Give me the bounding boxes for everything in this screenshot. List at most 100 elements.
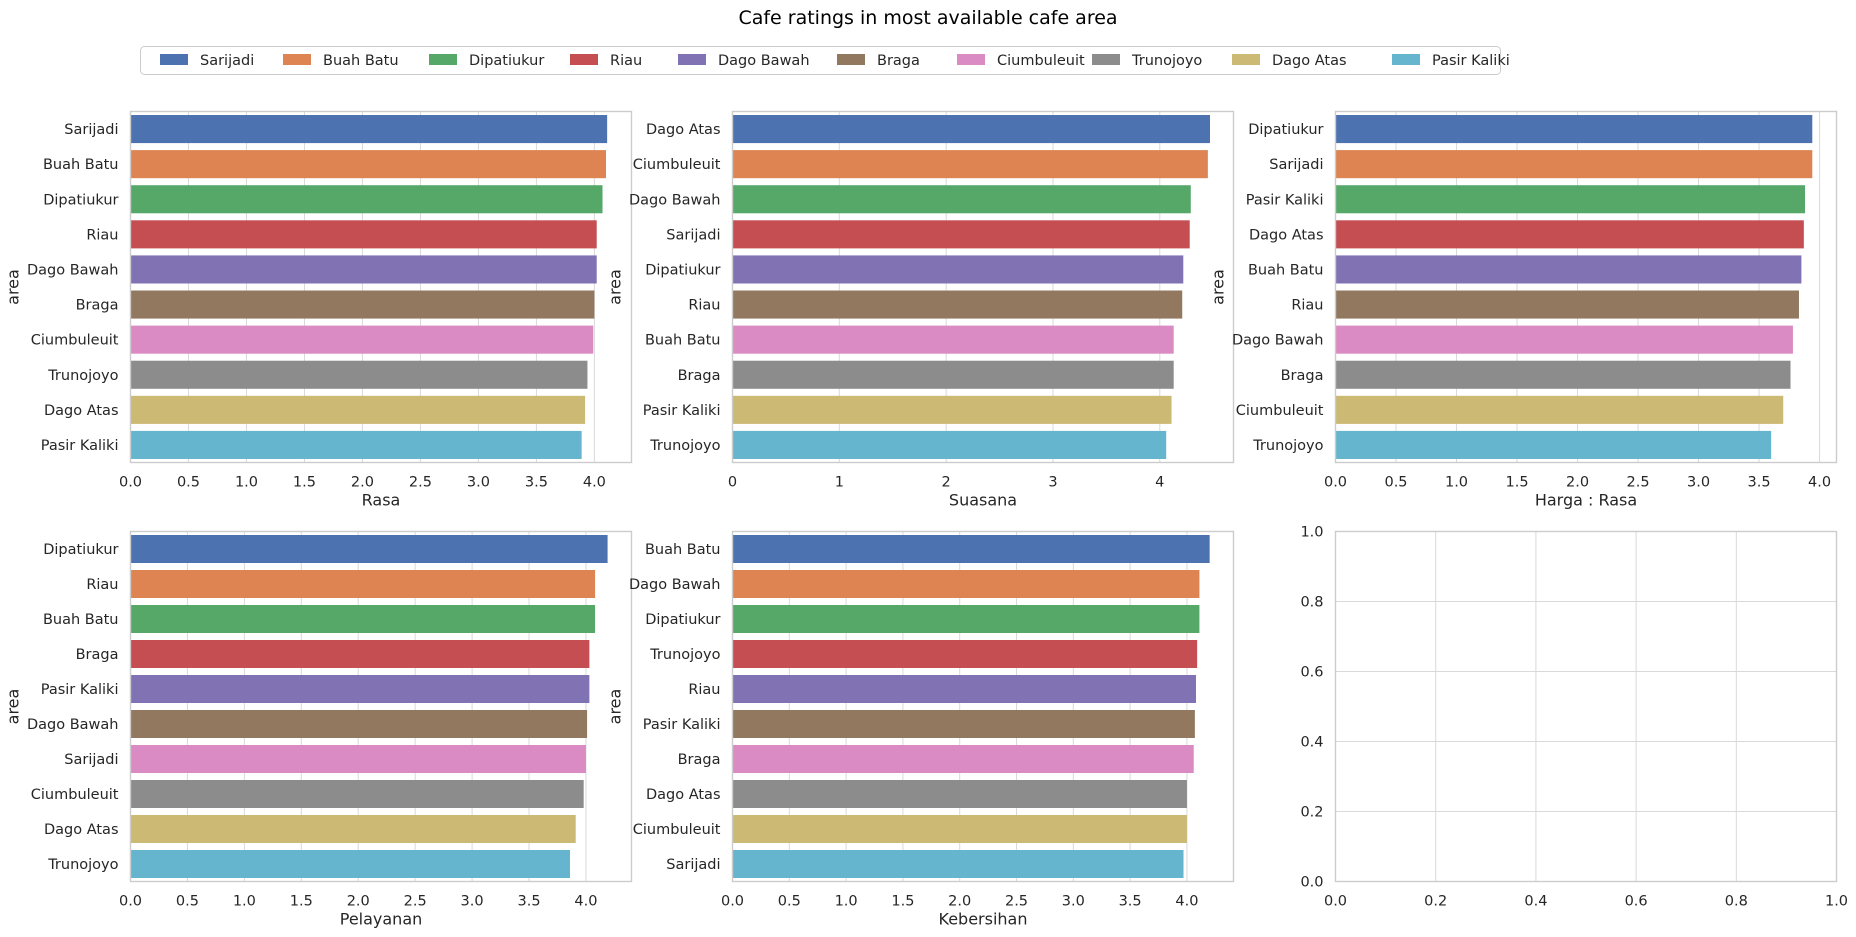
x-tick-label: 4.0 xyxy=(1808,475,1831,491)
x-tick-label: 0.0 xyxy=(1324,475,1347,491)
bar xyxy=(130,150,606,179)
bar xyxy=(130,535,608,563)
y-tick-label: Braga xyxy=(678,752,721,768)
x-tick-label: 3.5 xyxy=(1748,475,1771,491)
y-tick-label: Trunojoyo xyxy=(649,438,720,454)
y-tick-label: Pasir Kaliki xyxy=(41,438,119,454)
x-tick-label: 1.0 xyxy=(835,894,858,910)
y-axis-label: area xyxy=(4,269,23,305)
figure-title: Cafe ratings in most available cafe area xyxy=(738,7,1117,29)
x-tick-label: 0.5 xyxy=(176,894,199,910)
legend-swatch xyxy=(678,54,706,65)
x-tick-label: 0.0 xyxy=(119,475,142,491)
y-tick-label: Riau xyxy=(86,577,118,593)
legend-label: Trunojoyo xyxy=(1131,53,1202,69)
y-tick-label: Dipatiukur xyxy=(43,192,118,208)
x-tick-label: 0.4 xyxy=(1524,894,1547,910)
bar xyxy=(732,150,1208,179)
legend-entry: Buah Batu xyxy=(283,53,399,69)
legend-swatch xyxy=(570,54,598,65)
bar xyxy=(732,745,1194,773)
subplot-4: 0.0 0.5 1.0 1.5 2.0 2.5 3.0 3.5 4.0 Dipatiukur Ria… xyxy=(4,530,633,929)
y-tick-label: Braga xyxy=(76,647,119,663)
axes-frame xyxy=(1334,110,1838,464)
legend-swatch xyxy=(160,54,188,65)
y-tick-label: Buah Batu xyxy=(43,157,119,173)
x-tick-label: 3.5 xyxy=(1119,894,1142,910)
y-tick-label: Buah Batu xyxy=(1248,262,1324,278)
y-tick-label: 0.4 xyxy=(1300,735,1323,751)
x-tick-label: 0.0 xyxy=(721,894,744,910)
y-tick-label: Ciumbuleuit xyxy=(1236,403,1324,419)
x-tick-label: 3.0 xyxy=(467,475,490,491)
bar xyxy=(130,605,596,633)
y-tick-label: Dago Atas xyxy=(44,403,119,419)
y-tick-label: Dago Bawah xyxy=(27,717,119,733)
bar xyxy=(732,220,1190,249)
bar xyxy=(1335,185,1806,214)
y-tick-label: Pasir Kaliki xyxy=(643,717,721,733)
bar xyxy=(130,325,594,354)
legend-swatch xyxy=(283,54,311,65)
x-axis-label: Pelayanan xyxy=(340,910,423,929)
bar xyxy=(732,675,1197,703)
y-tick-label: Dipatiukur xyxy=(645,262,720,278)
bar xyxy=(130,780,584,808)
x-tick-label: 0.0 xyxy=(119,894,142,910)
x-tick-label: 2.0 xyxy=(1566,475,1589,491)
y-tick-label: Buah Batu xyxy=(645,542,721,558)
y-tick-label: Dago Bawah xyxy=(629,577,721,593)
legend: Sarijadi Buah Batu Dipatiukur Riau Dago Bawa… xyxy=(140,46,1510,75)
x-axis-label: Suasana xyxy=(949,491,1017,510)
bar xyxy=(732,570,1200,598)
y-tick-label: Dipatiukur xyxy=(43,542,118,558)
legend-frame xyxy=(140,46,1501,75)
x-tick-label: 2.5 xyxy=(404,894,427,910)
x-tick-label: 0.2 xyxy=(1424,894,1447,910)
legend-swatch xyxy=(1232,54,1260,65)
y-tick-label: Buah Batu xyxy=(645,333,721,349)
bar xyxy=(130,850,571,878)
x-tick-label: 3.0 xyxy=(461,894,484,910)
y-tick-label: Sarijadi xyxy=(666,857,720,873)
legend-label: Sarijadi xyxy=(200,53,254,69)
y-axis-label: area xyxy=(4,689,23,725)
x-axis-label: Harga : Rasa xyxy=(1535,491,1637,510)
x-tick-label: 0.8 xyxy=(1725,894,1748,910)
y-tick-label: 0.2 xyxy=(1300,805,1323,821)
bar xyxy=(1335,220,1804,249)
y-tick-label: Dago Atas xyxy=(646,122,721,138)
x-tick-label: 3.5 xyxy=(525,475,548,491)
axes-frame xyxy=(129,110,633,464)
x-tick-label: 0.6 xyxy=(1625,894,1648,910)
y-tick-label: Sarijadi xyxy=(1269,157,1323,173)
y-tick-label: Pasir Kaliki xyxy=(1246,192,1324,208)
bar xyxy=(732,255,1184,284)
x-tick-label: 4.0 xyxy=(1175,894,1198,910)
x-tick-label: 3 xyxy=(1048,475,1057,491)
legend-swatch xyxy=(957,54,985,65)
y-tick-label: Ciumbuleuit xyxy=(633,822,721,838)
y-tick-label: Trunojoyo xyxy=(47,857,118,873)
legend-swatch xyxy=(1092,54,1120,65)
y-tick-label: Ciumbuleuit xyxy=(633,157,721,173)
bar xyxy=(130,360,588,389)
x-tick-label: 0.5 xyxy=(177,475,200,491)
x-tick-label: 1.0 xyxy=(235,475,258,491)
bar xyxy=(130,185,603,214)
x-tick-label: 0 xyxy=(728,475,737,491)
y-tick-label: Riau xyxy=(688,298,720,314)
bar xyxy=(130,675,590,703)
x-tick-label: 1.5 xyxy=(891,894,914,910)
bar xyxy=(1335,290,1799,319)
y-tick-label: Braga xyxy=(1281,368,1324,384)
bar xyxy=(130,640,590,668)
y-tick-label: Trunojoyo xyxy=(649,647,720,663)
x-axis-label: Rasa xyxy=(362,491,401,510)
y-axis-label: area xyxy=(606,269,625,305)
bar xyxy=(732,290,1183,319)
bar xyxy=(732,360,1174,389)
y-tick-label: Sarijadi xyxy=(64,752,118,768)
bar xyxy=(732,535,1210,563)
